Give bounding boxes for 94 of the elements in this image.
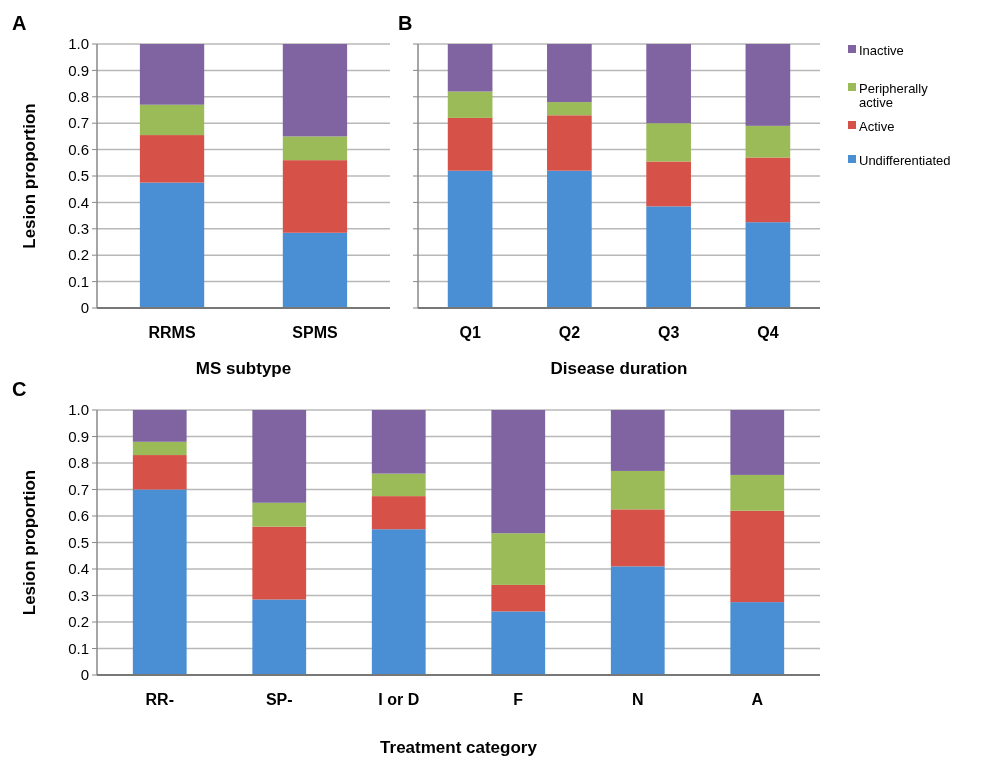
legend-label: Undifferentiated [859, 152, 951, 168]
bar [447, 117, 493, 171]
bar [646, 206, 691, 308]
y-tick-label: 0.9 [68, 427, 89, 445]
legend-label: Inactive [859, 42, 904, 58]
bar [610, 470, 665, 510]
bar [610, 566, 665, 675]
y-tick-label: 0.1 [68, 639, 89, 657]
bar [252, 526, 307, 600]
y-axis-title: Lesion proportion [20, 469, 39, 616]
bar [745, 125, 791, 158]
y-tick-label: 0 [80, 666, 89, 684]
chart-title: C [12, 378, 27, 400]
bar [252, 599, 307, 675]
bar [139, 135, 205, 183]
bar [610, 509, 665, 567]
bar [139, 182, 205, 308]
y-tick-label: 0.4 [68, 560, 89, 578]
x-tick-label: N [631, 691, 644, 708]
bar [447, 170, 493, 308]
bar [646, 123, 691, 162]
bar [491, 410, 546, 534]
y-tick-label: 0.3 [68, 586, 89, 604]
bar [745, 157, 791, 223]
bar [547, 44, 592, 103]
bar [491, 584, 546, 612]
chart-title: A [12, 12, 27, 34]
bar [547, 170, 592, 308]
bar [745, 222, 791, 308]
bar [371, 529, 426, 675]
y-tick-label: 0.4 [68, 193, 89, 211]
bar [745, 44, 791, 126]
bar [447, 91, 493, 118]
x-tick-label: RRMS [148, 324, 196, 341]
x-tick-label: A [751, 691, 764, 708]
bar [371, 410, 426, 474]
y-tick-label: 0.8 [68, 454, 89, 472]
y-tick-label: 0.6 [68, 140, 89, 158]
x-axis-title: Treatment category [380, 738, 538, 757]
y-tick-label: 0.8 [68, 88, 89, 106]
legend-label: Peripherally active [859, 80, 929, 110]
bar [282, 160, 348, 233]
y-tick-label: 0.6 [68, 507, 89, 525]
bar [730, 510, 785, 603]
y-tick-label: 0.2 [68, 246, 89, 264]
bar [132, 489, 187, 675]
y-tick-label: 0.7 [68, 114, 89, 132]
bar [139, 44, 205, 105]
bar [730, 410, 785, 475]
bar [132, 441, 187, 456]
y-tick-label: 1.0 [68, 401, 89, 419]
y-axis-title: Lesion proportion [20, 103, 39, 249]
bar [132, 410, 187, 442]
x-axis-title: Disease duration [550, 359, 688, 378]
bar [646, 44, 691, 124]
x-tick-label: RR- [145, 691, 174, 708]
bar [646, 161, 691, 207]
legend-label: Active [859, 118, 895, 134]
y-tick-label: 0.5 [68, 533, 89, 551]
bar [447, 44, 493, 92]
y-tick-label: 0.3 [68, 220, 89, 238]
y-tick-label: 0.7 [68, 480, 89, 498]
bar [282, 232, 348, 308]
y-tick-label: 0.9 [68, 61, 89, 79]
bar [547, 102, 592, 116]
bar [282, 44, 348, 137]
y-tick-label: 0.1 [68, 272, 89, 290]
bar [252, 502, 307, 527]
y-tick-label: 0.5 [68, 167, 89, 185]
x-tick-label: Q4 [757, 324, 779, 341]
y-tick-label: 1.0 [68, 35, 89, 53]
bar [491, 533, 546, 585]
bar [139, 104, 205, 136]
bar [491, 611, 546, 675]
bar [371, 496, 426, 530]
chart-title: B [398, 12, 413, 34]
bar [252, 410, 307, 503]
bar [730, 602, 785, 675]
x-tick-label: Q1 [459, 324, 481, 341]
bar [282, 136, 348, 161]
x-tick-label: Q2 [558, 324, 581, 341]
bar [132, 455, 187, 490]
bar [547, 115, 592, 171]
x-tick-label: I or D [378, 691, 420, 708]
x-tick-label: SPMS [292, 324, 338, 341]
x-tick-label: Q3 [657, 324, 680, 341]
bar [371, 473, 426, 497]
x-tick-label: SP- [265, 691, 293, 708]
x-axis-title: MS subtype [195, 359, 292, 378]
y-tick-label: 0.2 [68, 613, 89, 631]
x-tick-label: F [513, 691, 524, 708]
y-tick-label: 0 [80, 299, 89, 317]
bar [730, 474, 785, 511]
bar [610, 410, 665, 471]
